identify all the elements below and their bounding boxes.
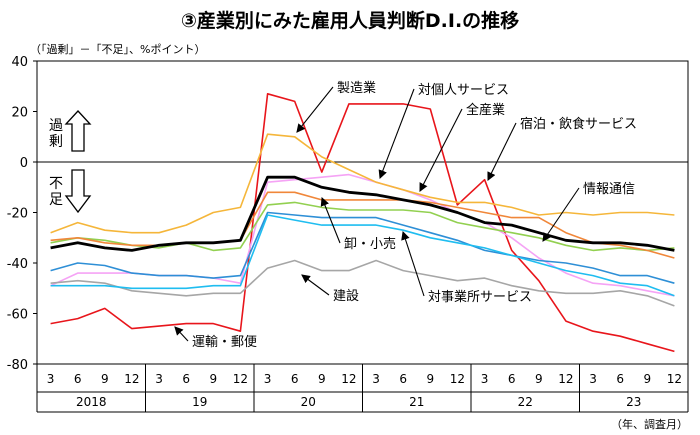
- y-tick-label: -20: [7, 207, 28, 222]
- x-tick-label: 12: [124, 372, 139, 386]
- annotation-arrow: [401, 230, 425, 297]
- x-tick-label: 12: [450, 372, 465, 386]
- x-tick-label: 12: [233, 372, 248, 386]
- y-tick-label: 0: [20, 156, 28, 171]
- x-tick-label: 3: [264, 372, 272, 386]
- annotation-label: 製造業: [337, 80, 376, 96]
- x-tick-label: 9: [318, 372, 326, 386]
- annotation-label: 情報通信: [583, 182, 635, 197]
- annotation-arrow: [296, 86, 334, 133]
- x-tick-label: 9: [535, 372, 543, 386]
- series-line: [50, 133, 675, 234]
- excess-up-arrow: [64, 110, 92, 152]
- shortage-label-char: 足: [49, 192, 63, 208]
- x-tick-label: 12: [558, 372, 573, 386]
- annotation-arrow: [419, 108, 463, 192]
- series-line: [50, 211, 675, 284]
- x-tick-label: 3: [372, 372, 380, 386]
- y-tick-label: -80: [7, 358, 28, 373]
- x-tick-label: 9: [101, 372, 109, 386]
- x-tick-label: 6: [399, 372, 407, 386]
- x-year-label: 23: [626, 395, 641, 409]
- x-tick-label: 3: [155, 372, 163, 386]
- chart-title: ③産業別にみた雇用人員判断D.I.の推移: [181, 9, 519, 32]
- x-year-label: 20: [301, 395, 316, 409]
- series-line: [50, 93, 675, 353]
- x-tick-label: 6: [182, 372, 190, 386]
- y-tick-label: -40: [7, 257, 28, 272]
- annotation-arrow: [320, 196, 341, 244]
- x-tick-label: 9: [426, 372, 434, 386]
- x-tick-label: 6: [291, 372, 299, 386]
- annotation-label: 建設: [333, 288, 359, 304]
- x-tick-label: 9: [209, 372, 217, 386]
- annotation-label: 対個人サービス: [418, 83, 509, 98]
- x-tick-label: 3: [47, 372, 55, 386]
- y-tick-label: 20: [11, 106, 28, 121]
- series-line: [50, 214, 675, 297]
- plot-frame: [36, 60, 689, 365]
- annotation-arrow: [174, 326, 189, 342]
- annotation-label: 運輸・郵便: [192, 335, 257, 350]
- y-tick-label: -60: [7, 308, 28, 323]
- x-axis-label: （年、調査月）: [611, 417, 688, 431]
- x-year-label: 21: [409, 395, 424, 409]
- shortage-down-arrow: [64, 169, 92, 214]
- series-line: [50, 175, 675, 252]
- unit-note: （「過剰」－「不足」、%ポイント）: [30, 43, 205, 56]
- x-tick-label: 6: [616, 372, 624, 386]
- x-year-label: 22: [518, 395, 533, 409]
- x-tick-label: 9: [643, 372, 651, 386]
- annotation-label: 対事業所サービス: [428, 289, 532, 305]
- annotation-label: 卸・小売: [344, 236, 396, 252]
- x-tick-label: 6: [508, 372, 516, 386]
- series-line: [50, 259, 675, 307]
- annotation-arrow: [301, 274, 330, 296]
- x-tick-label: 3: [589, 372, 597, 386]
- annotation-label: 宿泊・飲食サービス: [520, 116, 637, 132]
- x-tick-label: 3: [481, 372, 489, 386]
- x-year-label: 2018: [76, 395, 107, 409]
- x-year-label: 19: [192, 395, 207, 409]
- annotation-label: 全産業: [466, 102, 505, 118]
- annotation-arrow: [378, 88, 415, 180]
- x-tick-label: 6: [74, 372, 82, 386]
- shortage-label-char: 不: [49, 176, 63, 192]
- annotation-arrow: [542, 187, 580, 242]
- annotation-arrow: [487, 122, 517, 181]
- x-tick-label: 12: [341, 372, 356, 386]
- x-tick-label: 12: [667, 372, 682, 386]
- excess-label-char: 剰: [49, 134, 63, 150]
- y-tick-label: 40: [11, 55, 28, 70]
- excess-label-char: 過: [49, 118, 63, 134]
